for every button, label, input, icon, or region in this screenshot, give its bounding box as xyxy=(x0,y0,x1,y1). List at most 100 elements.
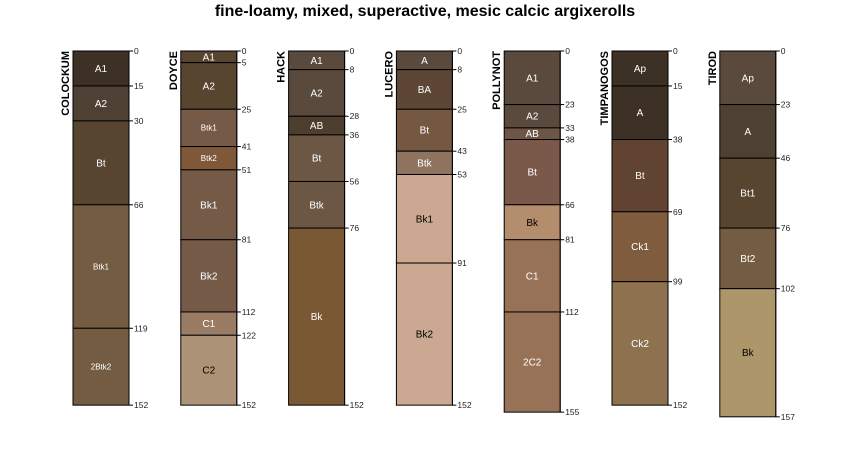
horizon-label: Bt1 xyxy=(740,189,755,200)
depth-tick-label: 23 xyxy=(565,100,575,110)
depth-tick-label: 38 xyxy=(673,135,683,145)
depth-tick-label: 91 xyxy=(457,258,467,268)
depth-tick-label: 152 xyxy=(242,400,256,410)
depth-tick-label: 155 xyxy=(565,407,579,417)
horizon-block xyxy=(180,108,238,148)
depth-tick-label: 157 xyxy=(781,412,795,422)
depth-tick-label: 112 xyxy=(242,307,256,317)
depth-tick-label: 15 xyxy=(134,81,144,91)
depth-tick-label: 152 xyxy=(673,400,687,410)
horizon-block xyxy=(180,239,238,313)
horizon-block xyxy=(180,62,238,110)
depth-tick-label: 122 xyxy=(242,330,256,340)
depth-tick-label: 5 xyxy=(242,58,247,68)
horizon-block xyxy=(719,50,777,106)
depth-tick-label: 23 xyxy=(781,100,791,110)
depth-tick-label: 76 xyxy=(781,223,791,233)
horizon-block xyxy=(611,50,669,87)
horizon-label: Bk2 xyxy=(416,330,434,341)
horizon-label: A2 xyxy=(526,112,539,123)
profile-name: TIMPANOGOS xyxy=(599,51,611,125)
depth-tick-label: 25 xyxy=(457,104,467,114)
profile-pollynot: POLLYNOT A1 A2 AB Bt Bk C1 2C2 0 23 33 38 66 81 112 155 xyxy=(491,46,579,417)
depth-tick-label: 56 xyxy=(350,176,360,186)
horizon-label: Btk1 xyxy=(201,124,218,133)
depth-tick-label: 112 xyxy=(565,307,579,317)
depth-tick-label: 8 xyxy=(350,65,355,75)
horizon-block xyxy=(503,204,561,241)
horizon-label: A xyxy=(637,108,644,119)
depth-tick-label: 38 xyxy=(565,135,575,145)
horizon-label: Bt xyxy=(635,171,645,182)
depth-tick-label: 0 xyxy=(565,46,570,56)
depth-tick-label: 28 xyxy=(350,111,360,121)
horizon-label: A xyxy=(744,127,751,138)
horizon-block xyxy=(503,139,561,206)
horizon-label: Bk xyxy=(311,312,324,323)
horizon-block xyxy=(719,288,777,418)
horizon-label: C1 xyxy=(202,319,215,330)
horizon-label: Ck2 xyxy=(631,339,649,350)
horizon-label: Btk1 xyxy=(93,262,110,271)
profile-hack: HACK A1 A2 AB Bt Btk Bk 0 8 28 36 56 76 152 xyxy=(276,46,364,410)
horizon-label: AB xyxy=(310,121,324,132)
depth-tick-label: 152 xyxy=(134,400,148,410)
profile-name: TIROD xyxy=(707,51,719,85)
horizon-label: Bt xyxy=(527,168,537,179)
horizon-label: Btk xyxy=(417,158,432,169)
horizon-label: Bk xyxy=(742,348,755,359)
horizon-block xyxy=(719,157,777,229)
horizon-label: 2Btk2 xyxy=(91,363,112,372)
horizon-label: A xyxy=(421,56,428,67)
depth-tick-label: 0 xyxy=(673,46,678,56)
depth-tick-label: 76 xyxy=(350,223,360,233)
horizon-label: C2 xyxy=(202,366,215,377)
horizon-label: Btk2 xyxy=(201,154,218,163)
depth-tick-label: 0 xyxy=(242,46,247,56)
depth-tick-label: 152 xyxy=(457,400,471,410)
profile-doyce: DOYCE A1 A2 Btk1 Btk2 Bk1 Bk2 C1 C2 0 5 25 41 51 81 112… xyxy=(168,46,256,410)
horizon-label: Ap xyxy=(634,64,647,75)
depth-tick-label: 33 xyxy=(565,123,575,133)
horizon-label: C1 xyxy=(526,271,539,282)
horizon-label: BA xyxy=(418,85,432,96)
horizon-block xyxy=(288,227,346,406)
depth-tick-label: 43 xyxy=(457,146,467,156)
horizon-label: Bt xyxy=(96,158,106,169)
depth-tick-label: 66 xyxy=(134,200,144,210)
horizon-label: 2C2 xyxy=(523,358,542,369)
profile-colockum: COLOCKUM A1 A2 Bt Btk1 2Btk2 0 15 30 66 119 152 xyxy=(60,46,148,410)
horizon-label: AB xyxy=(526,129,540,140)
depth-tick-label: 119 xyxy=(134,323,148,333)
horizon-label: A2 xyxy=(95,99,108,110)
depth-tick-label: 0 xyxy=(350,46,355,56)
horizon-label: Bk xyxy=(526,218,539,229)
profile-name: POLLYNOT xyxy=(491,51,503,110)
horizon-label: Bk1 xyxy=(200,200,218,211)
depth-tick-label: 8 xyxy=(457,65,462,75)
profile-name: LUCERO xyxy=(383,51,395,98)
depth-tick-label: 36 xyxy=(350,130,360,140)
horizon-label: A2 xyxy=(203,81,216,92)
profile-lucero: LUCERO A BA Bt Btk Bk1 Bk2 0 8 25 43 53 91 152 xyxy=(383,46,471,410)
profile-name: DOYCE xyxy=(168,51,180,90)
figure-title: fine-loamy, mixed, superactive, mesic ca… xyxy=(214,3,636,20)
horizon-label: A1 xyxy=(526,73,539,84)
horizon-block xyxy=(503,50,561,106)
depth-tick-label: 66 xyxy=(565,200,575,210)
horizon-block xyxy=(611,139,669,213)
horizon-label: Bt2 xyxy=(740,254,755,265)
horizon-label: Bk1 xyxy=(416,214,434,225)
horizon-block xyxy=(180,334,238,406)
depth-tick-label: 0 xyxy=(457,46,462,56)
profile-name: HACK xyxy=(276,51,288,83)
profile-timpanogos: TIMPANOGOS Ap A Bt Ck1 Ck2 0 15 38 69 99 152 xyxy=(599,46,687,410)
horizon-block xyxy=(611,281,669,406)
horizon-label: A1 xyxy=(310,56,323,67)
depth-tick-label: 0 xyxy=(781,46,786,56)
depth-tick-label: 0 xyxy=(134,46,139,56)
horizon-label: Bk2 xyxy=(200,271,218,282)
depth-tick-label: 99 xyxy=(673,277,683,287)
